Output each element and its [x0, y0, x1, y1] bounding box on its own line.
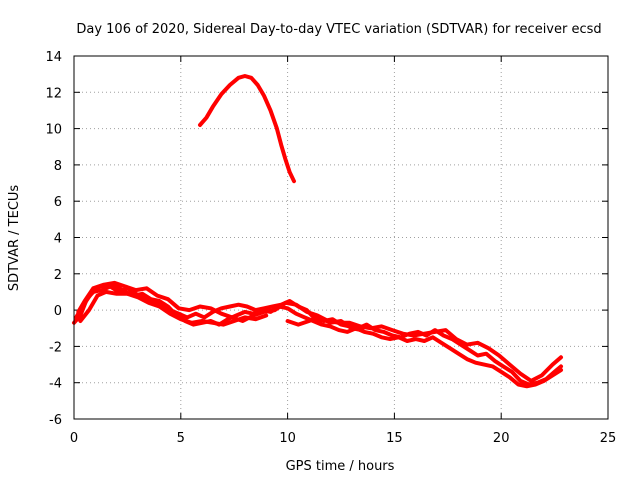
series-arc-low-d — [78, 289, 269, 327]
data-series — [72, 74, 563, 389]
y-tick-label: 4 — [54, 232, 62, 247]
y-axis-label: SDTVAR / TECUs — [7, 185, 22, 292]
y-tick-label: 2 — [54, 268, 62, 283]
x-tick-label: 10 — [279, 431, 296, 446]
series-arc-high — [198, 74, 296, 184]
x-tick-label: 20 — [493, 431, 510, 446]
y-tick-label: 8 — [54, 159, 62, 174]
plot-frame — [73, 55, 609, 420]
y-tick-label: 14 — [45, 50, 62, 65]
chart-title: Day 106 of 2020, Sidereal Day-to-day VTE… — [76, 22, 601, 37]
x-tick-label: 5 — [177, 431, 185, 446]
y-tick-label: -4 — [49, 377, 62, 392]
series-arc-low-b — [74, 282, 563, 389]
y-tick-label: 6 — [54, 195, 62, 210]
y-tick-label: -6 — [49, 413, 62, 428]
x-tick-label: 25 — [600, 431, 617, 446]
x-tick-label: 0 — [70, 431, 78, 446]
y-tick-label: 10 — [45, 123, 62, 138]
series-arc-low-c — [76, 280, 563, 383]
y-tick-label: -2 — [49, 340, 62, 355]
y-tick-label: 12 — [45, 86, 62, 101]
y-tick-label: 0 — [54, 304, 62, 319]
x-axis-label: GPS time / hours — [286, 459, 395, 474]
series-arc-low-e — [285, 315, 365, 333]
grid — [74, 56, 608, 419]
x-tick-label: 15 — [386, 431, 403, 446]
axis-ticks: 0 5 10 15 20 25 -6 -4 -2 0 2 4 6 8 10 12 14 — [45, 50, 616, 446]
